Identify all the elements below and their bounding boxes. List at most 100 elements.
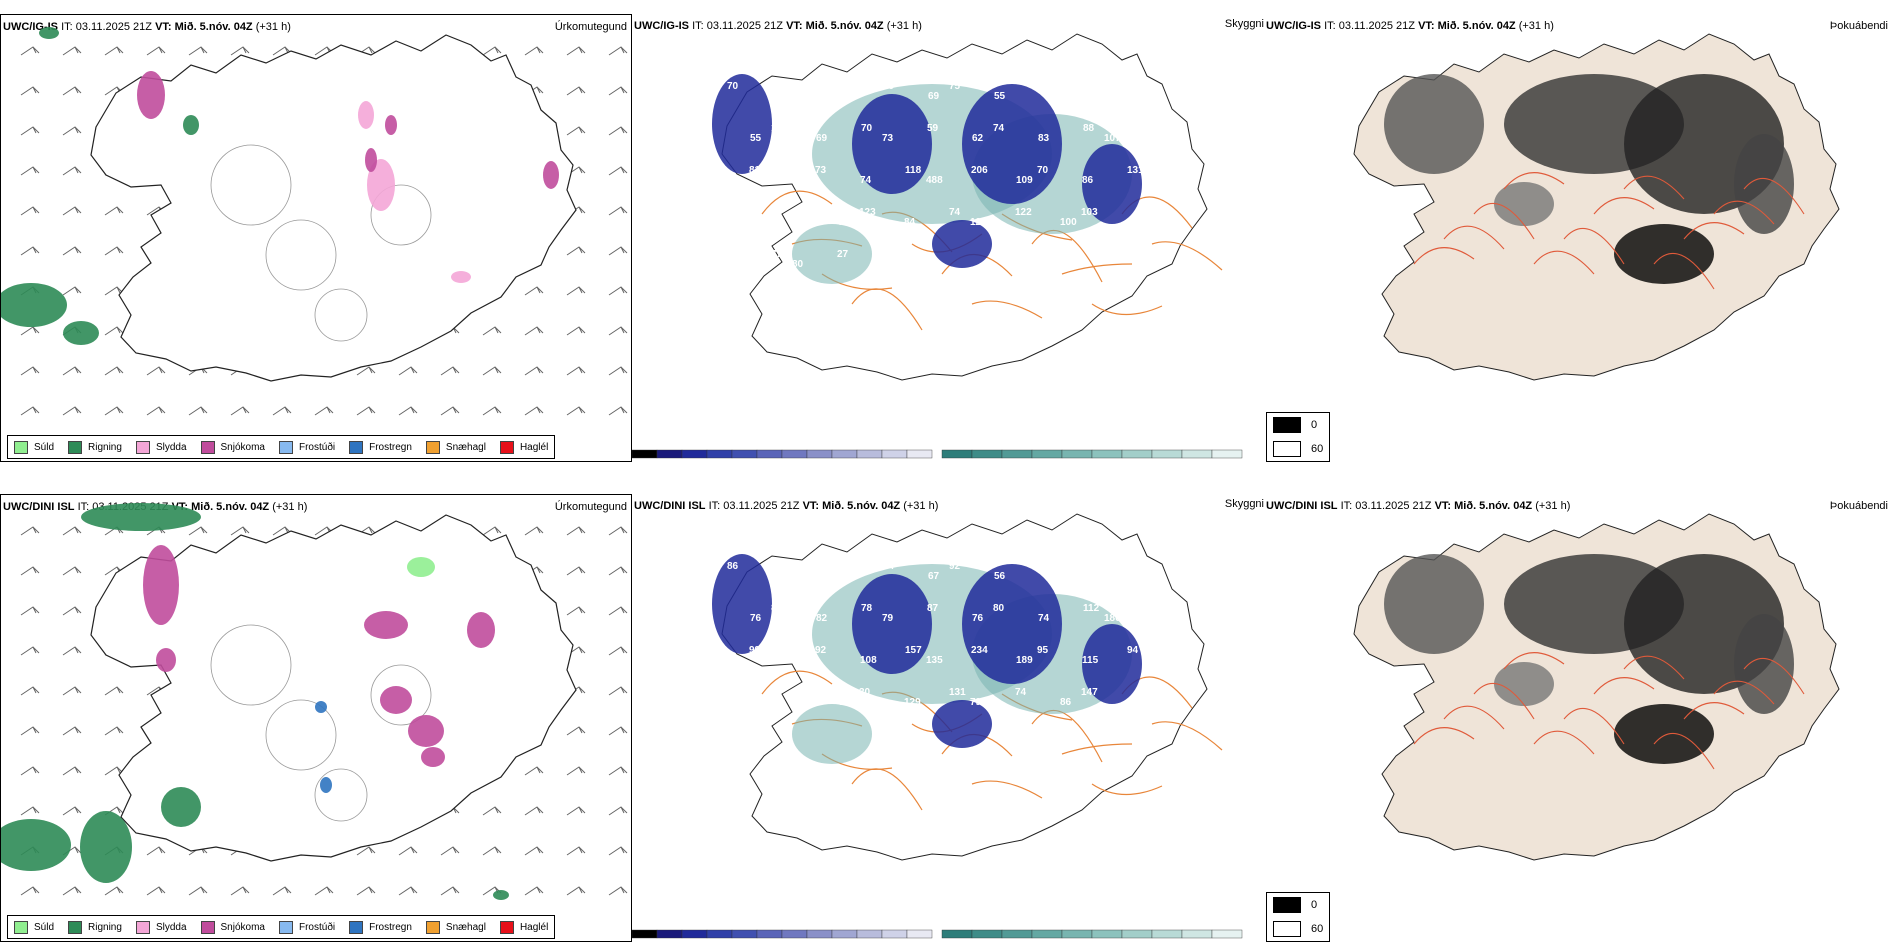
wind-barb: [20, 766, 40, 776]
wind-barb: [104, 886, 124, 896]
cloudbase-value-label: 99: [749, 645, 761, 656]
wind-barb: [188, 526, 208, 536]
cloudbase-value-label: 79: [882, 613, 894, 624]
fog-indicator-map: [1353, 513, 1840, 861]
wind-barb: [608, 606, 628, 616]
cloudbase-area: [962, 84, 1062, 204]
precip-area: [408, 715, 444, 747]
road-line: [1713, 680, 1775, 705]
road-line: [1443, 225, 1505, 250]
cloudbase-value-label: 69: [928, 91, 940, 102]
terrain-contour: [210, 624, 292, 706]
wind-barb: [104, 766, 124, 776]
legend-item: Rigning: [68, 920, 122, 934]
cloudbase-tick: 0: [643, 461, 650, 462]
cloudbase-colorbar-segment: [731, 929, 758, 939]
wind-barb: [608, 246, 628, 256]
road-line: [761, 190, 833, 215]
cloudbase-value-label: 79: [970, 697, 982, 708]
cloudbase-colorbar-segment: [756, 929, 783, 939]
panel-header: UWC/IG-IS IT: 03.11.2025 21Z VT: Mið. 5.…: [1266, 20, 1554, 32]
cloudbase-unit: m: [632, 461, 642, 462]
wind-barb: [566, 86, 586, 96]
legend-label: Snjókoma: [220, 441, 265, 453]
road-line: [1473, 683, 1535, 720]
wind-barb: [608, 566, 628, 576]
cloudbase-value-label: 97: [772, 571, 784, 582]
wind-barb: [146, 886, 166, 896]
precip-area: [315, 701, 327, 713]
precip-area: [39, 27, 59, 39]
visibility-tick: 10: [1225, 461, 1239, 462]
legend-item: Snæhagl: [425, 920, 486, 934]
fog-indicator-area: [1494, 662, 1554, 706]
precip-legend: Súld Rigning Slydda Snjókoma Frostúði Frostre…: [7, 435, 556, 459]
wind-barb: [146, 46, 166, 56]
wind-barb: [20, 46, 40, 56]
cloudbase-value-label: 65: [1039, 561, 1051, 572]
iceland-coastline: [90, 34, 577, 382]
visibility-tick: 2: [992, 941, 999, 942]
panel-type-label: Úrkomutegund: [554, 21, 627, 33]
road-line: [1091, 303, 1163, 316]
cloudbase-tick: 1000: [913, 461, 940, 462]
cloudbase-value-label: 67: [928, 571, 940, 582]
cloudbase-value-label: 76: [972, 613, 984, 624]
wind-barb: [608, 646, 628, 656]
wind-barb: [608, 286, 628, 296]
wind-barb: [20, 726, 40, 736]
wind-barb: [524, 806, 544, 816]
legend-swatch: [349, 440, 364, 454]
wind-barb: [62, 646, 82, 656]
wind-barb: [566, 606, 586, 616]
cloudbase-value-label: 71: [1039, 81, 1051, 92]
wind-barb: [20, 326, 40, 336]
visibility-colorbar-segment: [1181, 449, 1213, 459]
cloudbase-value-label: 189: [1016, 655, 1033, 666]
cloudbase-value-label: 74: [1015, 687, 1027, 698]
wind-barb: [188, 886, 208, 896]
legend-label: Haglél: [519, 441, 549, 453]
cloudbase-value-label: 73: [882, 133, 894, 144]
wind-barb: [230, 886, 250, 896]
road-line: [1623, 175, 1685, 200]
wind-barb: [62, 766, 82, 776]
cloudbase-value-label: 122: [1015, 207, 1032, 218]
visibility-tick: 7: [1140, 941, 1147, 942]
road-line: [1563, 228, 1625, 265]
wind-barb: [62, 566, 82, 576]
wind-barb: [566, 886, 586, 896]
visibility-tick: 3: [1022, 941, 1029, 942]
visibility-tick: 7: [1140, 461, 1147, 462]
cloudbase-colorbar-segment: [632, 449, 658, 459]
visibility-tick: 8: [1170, 461, 1177, 462]
cloudbase-value-label: 125: [771, 123, 788, 134]
cloudbase-colorbar-segment: [831, 929, 858, 939]
visibility-colorbar-segment: [1121, 449, 1153, 459]
wind-barb: [62, 806, 82, 816]
cloudbase-area: [932, 700, 992, 748]
precip-legend: Súld Rigning Slydda Snjókoma Frostúði Frostre…: [7, 915, 556, 939]
fog-indicator-area: [1614, 224, 1714, 284]
legend-label: Frostúði: [298, 441, 336, 453]
cloudbase-value-label: 86: [727, 561, 739, 572]
visibility-tick: 9: [1199, 461, 1206, 462]
cloudbase-value-label: 80: [792, 259, 804, 270]
wind-barb: [272, 526, 292, 536]
wind-barb: [20, 366, 40, 376]
cloudbase-value-label: 73: [815, 165, 827, 176]
cloudbase-value-label: 118: [905, 165, 922, 176]
fog-legend-swatch: [1273, 897, 1301, 913]
visibility-colorbar-segment: [1091, 929, 1123, 939]
legend-label: Frostúði: [298, 921, 336, 933]
cloudbase-value-label: 56: [994, 571, 1006, 582]
wind-barb: [398, 406, 418, 416]
cloudbase-colorbar-segment: [756, 449, 783, 459]
panel-type-label: Þokuábendi: [1829, 500, 1888, 512]
terrain-contour: [265, 699, 337, 771]
precip-panel-bottom: UWC/DINI ISL IT: 03.11.2025 21Z VT: Mið.…: [0, 494, 632, 942]
cloudbase-value-label: 109: [1016, 175, 1033, 186]
wind-barb: [146, 406, 166, 416]
cloudbase-value-label: 91: [838, 571, 850, 582]
wind-barb: [566, 726, 586, 736]
